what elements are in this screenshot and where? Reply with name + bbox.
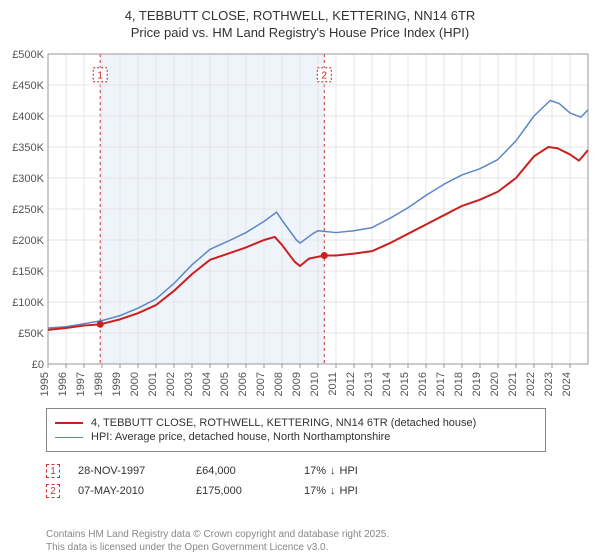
legend-text-0: 4, TEBBUTT CLOSE, ROTHWELL, KETTERING, N…	[91, 417, 476, 429]
svg-text:2006: 2006	[237, 372, 249, 396]
txn-marker-label-1: 2	[50, 486, 56, 497]
title-block: 4, TEBBUTT CLOSE, ROTHWELL, KETTERING, N…	[0, 0, 600, 46]
svg-text:2011: 2011	[327, 372, 339, 396]
legend-entry-0: 4, TEBBUTT CLOSE, ROTHWELL, KETTERING, N…	[55, 417, 537, 429]
svg-text:£500K: £500K	[12, 50, 44, 61]
txn-hpi-suffix-1: HPI	[340, 485, 358, 497]
svg-text:2009: 2009	[291, 372, 303, 396]
svg-text:2018: 2018	[453, 372, 465, 396]
svg-text:2019: 2019	[471, 372, 483, 396]
svg-text:£50K: £50K	[18, 328, 44, 340]
txn-price-1: £175,000	[196, 485, 286, 497]
svg-text:2010: 2010	[309, 372, 321, 396]
txn-hpi-pct-0: 17%	[304, 465, 326, 477]
svg-text:£300K: £300K	[12, 173, 44, 185]
svg-text:2024: 2024	[561, 372, 573, 396]
svg-text:2021: 2021	[507, 372, 519, 396]
chart-svg: £0 £50K £100K £150K £200K £250K £300K £350K £400…	[6, 50, 594, 400]
svg-text:1996: 1996	[57, 372, 69, 396]
down-arrow-icon: ↓	[330, 465, 336, 477]
svg-text:£350K: £350K	[12, 142, 44, 154]
svg-text:2017: 2017	[435, 372, 447, 396]
svg-text:2016: 2016	[417, 372, 429, 396]
legend-entry-1: HPI: Average price, detached house, Nort…	[55, 431, 537, 443]
txn-hpi-suffix-0: HPI	[340, 465, 358, 477]
txn-price-0: £64,000	[196, 465, 286, 477]
svg-text:2001: 2001	[147, 372, 159, 396]
txn-date-0: 28-NOV-1997	[78, 465, 178, 477]
txn-hpi-pct-1: 17%	[304, 485, 326, 497]
svg-text:1: 1	[97, 71, 103, 82]
chart-area: £0 £50K £100K £150K £200K £250K £300K £350K £400…	[6, 50, 594, 400]
txn-date-1: 07-MAY-2010	[78, 485, 178, 497]
svg-text:2022: 2022	[525, 372, 537, 396]
svg-text:£100K: £100K	[12, 297, 44, 309]
svg-text:2000: 2000	[129, 372, 141, 396]
svg-text:£400K: £400K	[12, 111, 44, 123]
transaction-row-1: 2 07-MAY-2010 £175,000 17% ↓ HPI	[46, 484, 586, 498]
chart-container: 4, TEBBUTT CLOSE, ROTHWELL, KETTERING, N…	[0, 0, 600, 560]
svg-text:1998: 1998	[93, 372, 105, 396]
svg-text:1997: 1997	[75, 372, 87, 396]
svg-text:1995: 1995	[39, 372, 51, 396]
title-line-1: 4, TEBBUTT CLOSE, ROTHWELL, KETTERING, N…	[0, 8, 600, 25]
txn-marker-0: 1	[46, 464, 60, 478]
txn-hpi-0: 17% ↓ HPI	[304, 465, 358, 477]
svg-text:£450K: £450K	[12, 80, 44, 92]
footer-line-2: This data is licensed under the Open Gov…	[46, 542, 389, 555]
svg-text:£250K: £250K	[12, 204, 44, 216]
svg-text:2002: 2002	[165, 372, 177, 396]
svg-text:£200K: £200K	[12, 235, 44, 247]
legend-swatch-1	[55, 437, 83, 438]
svg-text:2007: 2007	[255, 372, 267, 396]
txn-marker-1: 2	[46, 484, 60, 498]
svg-text:2013: 2013	[363, 372, 375, 396]
svg-text:2014: 2014	[381, 372, 393, 396]
legend-box: 4, TEBBUTT CLOSE, ROTHWELL, KETTERING, N…	[46, 408, 546, 452]
svg-text:2012: 2012	[345, 372, 357, 396]
svg-text:2015: 2015	[399, 372, 411, 396]
svg-text:2004: 2004	[201, 372, 213, 396]
svg-text:2: 2	[322, 71, 328, 82]
svg-text:2020: 2020	[489, 372, 501, 396]
transactions-block: 1 28-NOV-1997 £64,000 17% ↓ HPI 2 07-MAY…	[46, 458, 586, 504]
svg-text:2005: 2005	[219, 372, 231, 396]
txn-marker-label-0: 1	[50, 466, 56, 477]
svg-text:£150K: £150K	[12, 266, 44, 278]
txn-hpi-1: 17% ↓ HPI	[304, 485, 358, 497]
footer-attribution: Contains HM Land Registry data © Crown c…	[46, 529, 389, 554]
svg-text:2003: 2003	[183, 372, 195, 396]
svg-text:1999: 1999	[111, 372, 123, 396]
legend-swatch-0	[55, 422, 83, 424]
footer-line-1: Contains HM Land Registry data © Crown c…	[46, 529, 389, 542]
title-line-2: Price paid vs. HM Land Registry's House …	[0, 25, 600, 42]
legend-text-1: HPI: Average price, detached house, Nort…	[91, 431, 390, 443]
svg-text:2023: 2023	[543, 372, 555, 396]
svg-text:£0: £0	[32, 359, 44, 371]
svg-text:2008: 2008	[273, 372, 285, 396]
down-arrow-icon: ↓	[330, 485, 336, 497]
transaction-row-0: 1 28-NOV-1997 £64,000 17% ↓ HPI	[46, 464, 586, 478]
